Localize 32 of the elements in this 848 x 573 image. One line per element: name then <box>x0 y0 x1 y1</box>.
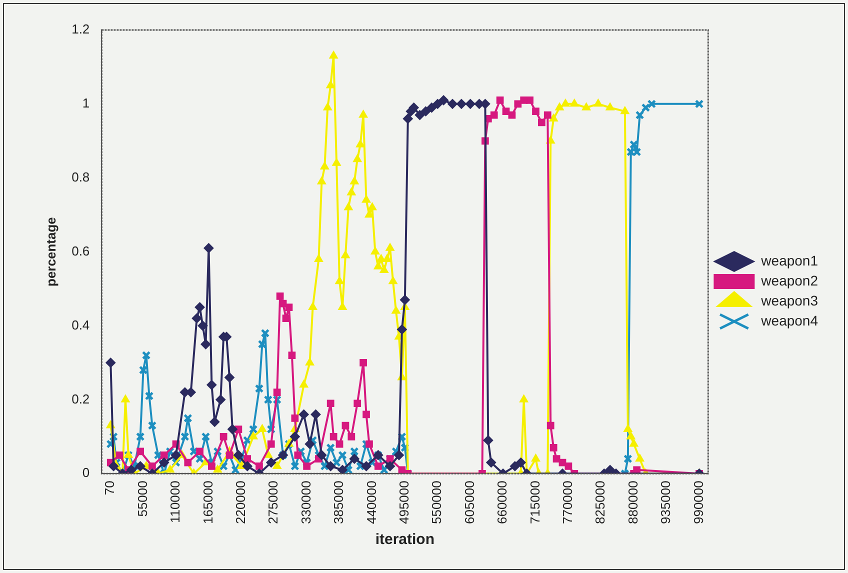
x-tick-label: 330000 <box>298 480 314 524</box>
y-tick-label: 0 <box>82 465 90 480</box>
y-tick-label: 0.4 <box>72 317 90 332</box>
x-tick-label: 165000 <box>200 480 216 524</box>
x-tick-label: 880000 <box>625 480 640 524</box>
x-tick-label: 220000 <box>232 480 248 524</box>
x-tick-label: 770000 <box>560 480 576 524</box>
legend-label: weapon3 <box>760 292 818 308</box>
x-tick-label: 495000 <box>396 480 412 524</box>
x-tick-label: 55000 <box>134 480 150 517</box>
x-axis-title: iteration <box>375 531 435 548</box>
x-tick-label: 440000 <box>364 480 379 524</box>
y-tick-label: 0.8 <box>72 169 90 184</box>
y-tick-label: 0.6 <box>72 243 90 258</box>
y-tick-label: 1.2 <box>72 22 90 37</box>
x-tick-label: 935000 <box>658 480 674 524</box>
x-tick-label: 990000 <box>690 480 706 524</box>
legend-label: weapon2 <box>760 272 818 288</box>
y-tick-label: 0.2 <box>72 391 90 406</box>
x-tick-label: 715000 <box>527 480 542 524</box>
x-tick-label: 275000 <box>266 480 281 524</box>
y-axis-title: percentage <box>43 217 58 286</box>
legend-label: weapon4 <box>760 312 818 328</box>
x-tick-label: 825000 <box>592 480 608 524</box>
x-tick-label: 550000 <box>429 480 444 524</box>
x-tick-label: 110000 <box>168 480 183 524</box>
y-tick-label: 1 <box>82 96 90 111</box>
x-tick-label: 70 <box>102 480 118 496</box>
legend-label: weapon1 <box>760 252 818 268</box>
x-tick-label: 660000 <box>494 480 510 524</box>
x-tick-label: 605000 <box>462 480 477 524</box>
x-tick-label: 385000 <box>331 480 346 524</box>
